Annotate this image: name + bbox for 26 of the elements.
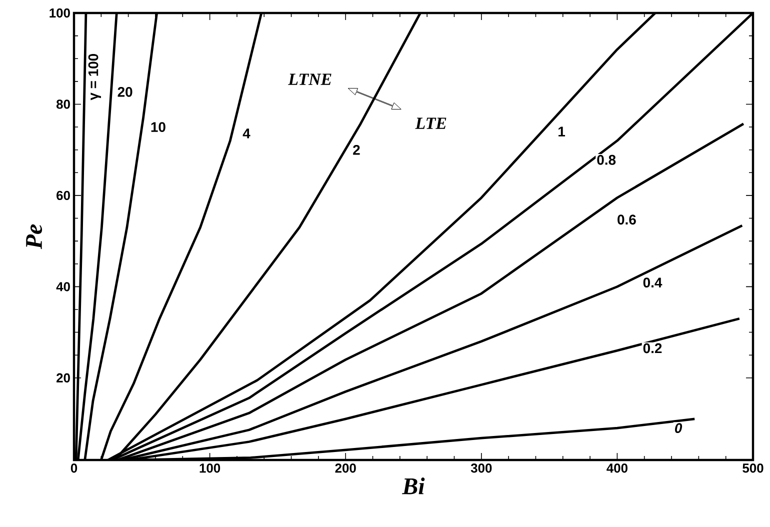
- annotation: γ = 100: [88, 54, 101, 100]
- annotation: 20: [118, 86, 132, 97]
- annotation: 0.6: [618, 214, 636, 225]
- y-tick-label: 80: [56, 100, 70, 109]
- annotation: 0.8: [597, 154, 616, 165]
- y-tick-label: 100: [50, 8, 70, 18]
- annotation: 0.2: [643, 343, 662, 354]
- x-tick-label: 200: [335, 464, 356, 473]
- y-tick-label: 20: [56, 373, 70, 382]
- x-tick-label: 400: [606, 464, 628, 473]
- y-tick-label: 60: [56, 190, 70, 200]
- x-axis-title: Bi: [402, 478, 425, 494]
- annotation: LTNE: [288, 74, 332, 85]
- annotation: 2: [353, 144, 360, 155]
- x-tick-label: 500: [742, 464, 764, 473]
- annotation: 0: [675, 423, 682, 434]
- x-tick-label: 100: [200, 464, 220, 473]
- y-axis-title: Pe: [26, 224, 42, 250]
- annotation: 10: [151, 122, 166, 132]
- annotation: 4: [242, 128, 250, 138]
- x-tick-label: 300: [470, 464, 492, 473]
- annotation: 0.4: [643, 278, 662, 288]
- annotation: 1: [558, 126, 566, 136]
- annotation: LTE: [415, 118, 446, 129]
- x-tick-label: 0: [70, 464, 78, 473]
- y-tick-label: 40: [56, 282, 70, 292]
